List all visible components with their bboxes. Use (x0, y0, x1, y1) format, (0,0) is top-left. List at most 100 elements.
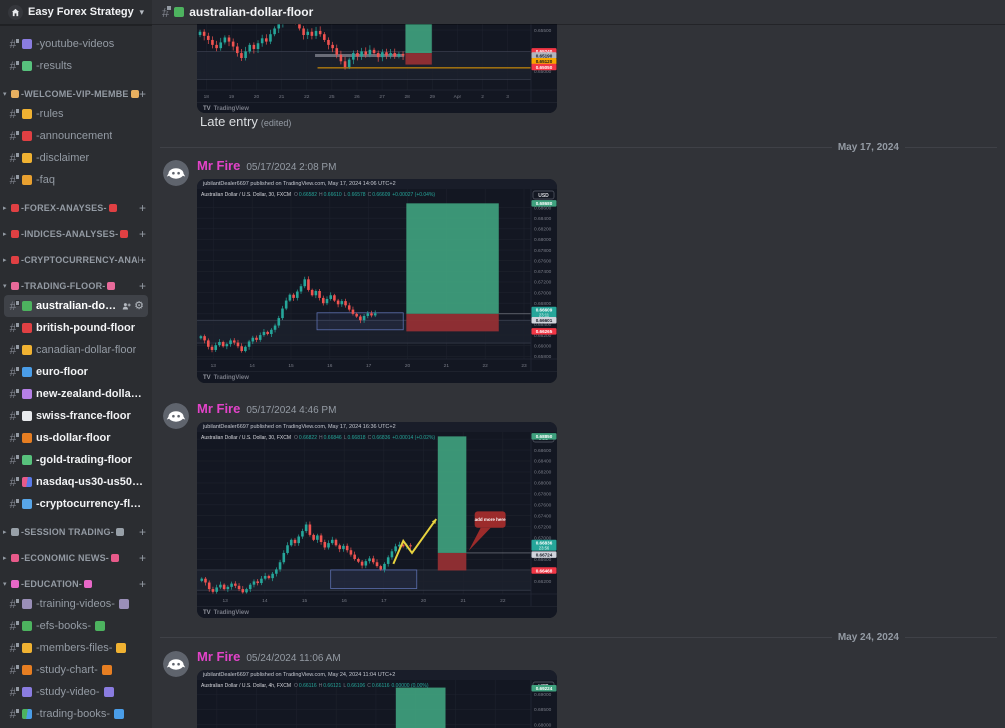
svg-text:0.65800: 0.65800 (534, 354, 552, 360)
channel-label: us-dollar-floor (36, 432, 111, 444)
limited-badge-icon (14, 322, 20, 328)
sidebar-channel-euro-floor[interactable]: # euro-floor (4, 361, 148, 383)
pin-icon (11, 554, 19, 562)
sidebar-category-economic-news[interactable]: ▸ -ECONOMIC NEWS- + (0, 549, 152, 567)
sidebar-channel-efs-books[interactable]: # -efs-books- (4, 615, 148, 637)
svg-text:0.67400: 0.67400 (534, 269, 552, 275)
channel-label: -cryptocurrency-floor (36, 498, 144, 510)
chevron-right-icon: ▸ (3, 231, 7, 238)
svg-text:0.65240: 0.65240 (536, 49, 553, 54)
author-name[interactable]: Mr Fire (197, 401, 241, 416)
pin-icon (111, 554, 119, 562)
svg-text:0.68000: 0.68000 (534, 722, 552, 728)
svg-text:23: 23 (521, 363, 527, 369)
create-channel-icon[interactable]: + (138, 227, 146, 241)
svg-text:0.66200: 0.66200 (534, 579, 552, 585)
tradingview-watermark: TV TradingView (197, 606, 557, 618)
sidebar-channel-trading-books[interactable]: # -trading-books- (4, 703, 148, 725)
sidebar-channel-faq[interactable]: # -faq (4, 169, 148, 191)
create-channel-icon[interactable]: + (138, 577, 146, 591)
chat-main: # australian-dollar-floor jubilantDealer… (152, 0, 1005, 728)
chevron-right-icon: ▸ (3, 555, 7, 562)
svg-text:0.65000: 0.65000 (534, 69, 552, 75)
create-channel-icon[interactable]: + (138, 525, 146, 539)
sidebar-channel-gold-trading-floor[interactable]: # -gold-trading-floor (4, 449, 148, 471)
sidebar-channel-new-zealand-dollar[interactable]: # new-zealand-dollar-... (4, 383, 148, 405)
message-scroll-area[interactable]: jubilantDealer6697 published on TradingV… (152, 0, 1005, 728)
sidebar-channel-canadian-dollar-floor[interactable]: # canadian-dollar-floor (4, 339, 148, 361)
create-channel-icon[interactable]: + (138, 201, 146, 215)
sidebar-channel-youtube-videos[interactable]: # -youtube-videos (4, 33, 148, 55)
sidebar-category-cryptocurrency-analy[interactable]: ▸ -CRYPTOCURRENCY-ANALY...+ (0, 251, 152, 269)
create-channel-icon[interactable]: + (138, 279, 146, 293)
create-invite-icon[interactable] (122, 302, 131, 311)
limited-badge-icon (14, 174, 20, 180)
sidebar-category-forex-anayses[interactable]: ▸ -FOREX-ANAYSES- + (0, 199, 152, 217)
sidebar-channel-cryptocurrency-floor[interactable]: # -cryptocurrency-floor (4, 493, 148, 515)
create-channel-icon[interactable]: + (138, 253, 146, 267)
category-title: -CRYPTOCURRENCY-ANALY... (21, 255, 139, 265)
sidebar-channel-nasdaq-us30-us500[interactable]: # nasdaq-us30-us500-... (4, 471, 148, 493)
server-header[interactable]: Easy Forex Strategy ▾ (0, 0, 152, 25)
sidebar-channel-results[interactable]: # -results (4, 55, 148, 77)
channel-label: swiss-france-floor (36, 410, 131, 422)
avatar[interactable] (163, 651, 189, 677)
candlestick-chart: 0.68600 0.68400 0.68200 0.68000 0.67800 0.676… (197, 189, 557, 371)
svg-text:0.66600: 0.66600 (534, 557, 552, 563)
sidebar-channel-swiss-france-floor[interactable]: # swiss-france-floor (4, 405, 148, 427)
create-channel-icon[interactable]: + (138, 551, 146, 565)
sidebar-channel-study-video[interactable]: # -study-video- (4, 681, 148, 703)
purple-square (22, 389, 32, 399)
sidebar-category-indices-analyses[interactable]: ▸ -INDICES-ANALYSES- + (0, 225, 152, 243)
svg-text:0.68500: 0.68500 (534, 707, 552, 713)
svg-text:17: 17 (381, 598, 387, 604)
sidebar-channel-announcement[interactable]: # -announcement (4, 125, 148, 147)
chart-attachment[interactable]: jubilantDealer6697 published on TradingV… (197, 422, 557, 618)
sidebar-category-session-trading[interactable]: ▸ -SESSION TRADING- + (0, 523, 152, 541)
limited-badge-icon (14, 60, 20, 66)
avatar[interactable] (163, 403, 189, 429)
message: Mr Fire 05/17/2024 4:46 PM jubilantDeale… (163, 401, 557, 618)
svg-text:0.66601: 0.66601 (536, 318, 553, 323)
svg-text:0.66836: 0.66836 (536, 540, 553, 545)
sidebar-channel-rules[interactable]: # -rules (4, 103, 148, 125)
create-channel-icon[interactable]: + (138, 87, 146, 101)
chevron-down-icon: ▾ (3, 283, 7, 290)
sidebar-channel-study-chart[interactable]: # -study-chart- (4, 659, 148, 681)
sidebar-channel-british-pound-floor[interactable]: # british-pound-floor (4, 317, 148, 339)
avatar[interactable] (163, 160, 189, 186)
svg-text:0.66200: 0.66200 (534, 333, 552, 339)
sidebar-category-welcome-vip-members[interactable]: ▾ -WELCOME-VIP-MEMBERS- + (0, 85, 152, 103)
svg-text:22: 22 (500, 598, 506, 604)
orange-square (22, 665, 32, 675)
sidebar-channel-us-dollar-floor[interactable]: # us-dollar-floor (4, 427, 148, 449)
limited-badge-icon (14, 620, 20, 626)
chart-attachment[interactable]: jubilantDealer6697 published on TradingV… (197, 670, 557, 728)
sidebar-channel-members-files[interactable]: # -members-files- (4, 637, 148, 659)
gear-icon[interactable]: ⚙ (134, 299, 144, 312)
sidebar-channel-disclaimer[interactable]: # -disclaimer (4, 147, 148, 169)
candlestick-chart: 0.655000.6500018192021222526272829Apr23U… (197, 24, 557, 102)
svg-text:0.67000: 0.67000 (534, 290, 552, 296)
call-me-hand-icon (11, 90, 19, 98)
hash-icon: # (8, 151, 20, 165)
limited-badge-icon (166, 4, 173, 11)
candy-icon (11, 580, 19, 588)
hash-icon: # (8, 59, 20, 73)
sidebar-category-education[interactable]: ▾ -EDUCATION- + (0, 575, 152, 593)
channel-label: -gold-trading-floor (36, 454, 132, 466)
chart-attachment-cropped[interactable]: jubilantDealer6697 published on TradingV… (197, 24, 557, 113)
sidebar-channel-training-videos[interactable]: # -training-videos- (4, 593, 148, 615)
sidebar-category-trading-floor[interactable]: ▾ -TRADING-FLOOR- + (0, 277, 152, 295)
channel-label: canadian-dollar-floor (36, 344, 137, 356)
hash-icon: # (162, 4, 173, 20)
chevron-down-icon[interactable]: ▾ (139, 6, 144, 17)
author-name[interactable]: Mr Fire (197, 158, 241, 173)
author-name[interactable]: Mr Fire (197, 649, 241, 664)
hash-icon: # (8, 431, 20, 445)
channel-label: -faq (36, 174, 55, 186)
chart-attachment[interactable]: jubilantDealer6697 published on TradingV… (197, 179, 557, 383)
svg-text:20: 20 (254, 94, 260, 100)
sidebar-channel-australian-doll[interactable]: # australian-doll... ⚙ (4, 295, 148, 317)
date-divider-label: May 24, 2024 (837, 632, 899, 643)
